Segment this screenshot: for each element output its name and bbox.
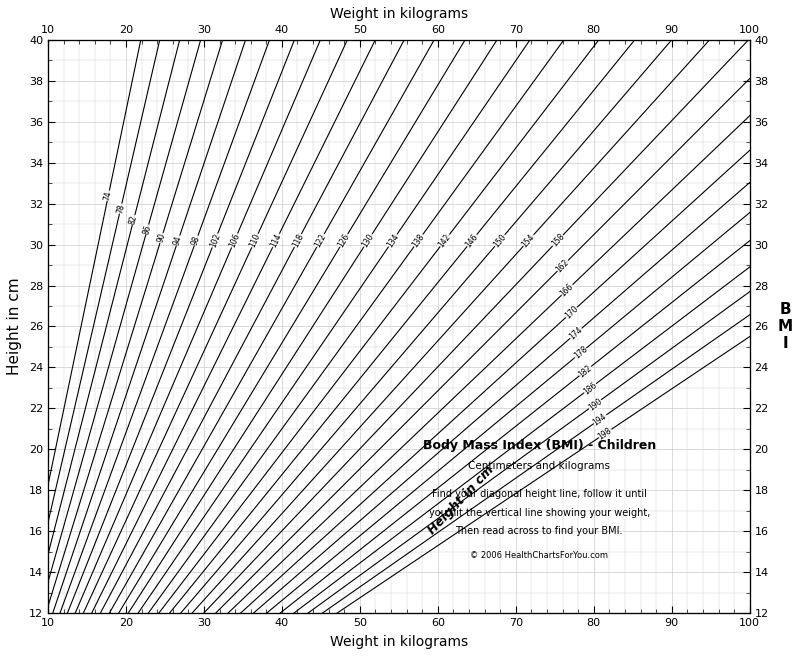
- Text: 142: 142: [437, 232, 453, 249]
- Text: 90: 90: [156, 232, 167, 244]
- Text: 110: 110: [248, 232, 262, 249]
- X-axis label: Weight in kilograms: Weight in kilograms: [330, 635, 468, 649]
- Text: 166: 166: [558, 281, 575, 298]
- Text: 150: 150: [492, 232, 508, 249]
- Text: 182: 182: [577, 363, 594, 379]
- Text: 162: 162: [554, 257, 571, 274]
- Text: Then read across to find your BMI.: Then read across to find your BMI.: [455, 526, 623, 537]
- Text: 94: 94: [172, 234, 184, 247]
- Text: 186: 186: [582, 380, 598, 396]
- Text: © 2006 HealthChartsForYou.com: © 2006 HealthChartsForYou.com: [470, 552, 608, 560]
- Text: 194: 194: [591, 411, 609, 427]
- Text: 126: 126: [336, 232, 351, 249]
- Text: 130: 130: [360, 232, 376, 249]
- Text: 98: 98: [190, 234, 202, 247]
- Text: 146: 146: [464, 232, 480, 249]
- Text: 114: 114: [269, 232, 283, 249]
- Text: 86: 86: [142, 224, 153, 236]
- Text: 74: 74: [103, 190, 114, 201]
- Text: 102: 102: [208, 232, 222, 249]
- Text: 154: 154: [520, 232, 537, 249]
- Text: 138: 138: [410, 232, 426, 249]
- Text: 106: 106: [228, 232, 242, 249]
- Text: 118: 118: [290, 232, 305, 249]
- Text: Body Mass Index (BMI) - Children: Body Mass Index (BMI) - Children: [422, 439, 656, 452]
- Text: 170: 170: [563, 304, 580, 321]
- Text: 178: 178: [572, 345, 589, 361]
- Y-axis label: B
M
I: B M I: [778, 302, 793, 352]
- Y-axis label: Height in cm: Height in cm: [7, 277, 22, 375]
- Text: 198: 198: [597, 426, 614, 441]
- Text: Find your diagonal height line, follow it until: Find your diagonal height line, follow i…: [432, 489, 646, 499]
- Text: 174: 174: [567, 325, 584, 342]
- Text: Centimeters and kilograms: Centimeters and kilograms: [468, 461, 610, 471]
- Text: Height in cm: Height in cm: [426, 464, 497, 537]
- Text: 134: 134: [385, 232, 401, 249]
- Text: 158: 158: [550, 232, 566, 249]
- Text: 78: 78: [115, 203, 126, 215]
- X-axis label: Weight in kilograms: Weight in kilograms: [330, 7, 468, 21]
- Text: 122: 122: [313, 232, 328, 249]
- Text: you hit the vertical line showing your weight,: you hit the vertical line showing your w…: [429, 508, 650, 518]
- Text: 190: 190: [586, 396, 603, 412]
- Text: 82: 82: [128, 215, 139, 226]
